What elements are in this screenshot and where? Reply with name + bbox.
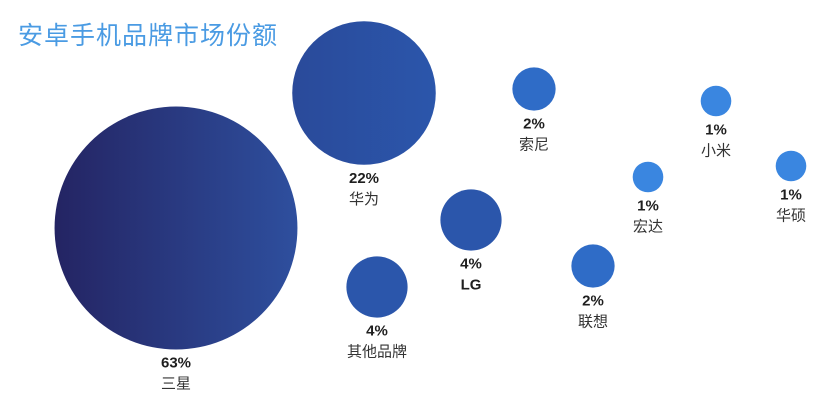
bubble-3 xyxy=(512,67,556,111)
bubble-category-label-2: 华为 xyxy=(349,190,379,208)
bubble-category-label-1: 三星 xyxy=(161,374,191,392)
bubble-category-label-9: 其他品牌 xyxy=(347,343,407,361)
bubble-4 xyxy=(700,85,732,117)
bubble-value-label-1: 63% xyxy=(161,354,191,371)
bubble-category-label-4: 小米 xyxy=(701,141,731,159)
bubble-value-label-6: 1% xyxy=(780,186,802,203)
bubble-6 xyxy=(775,150,807,182)
bubble-category-label-7: LG xyxy=(461,277,482,294)
bubble-category-label-3: 索尼 xyxy=(519,136,549,154)
bubble-value-label-4: 1% xyxy=(705,121,727,138)
bubble-7 xyxy=(440,189,502,251)
bubble-value-label-9: 4% xyxy=(366,323,388,340)
bubble-category-label-5: 宏达 xyxy=(633,217,663,235)
chart-title: 安卓手机品牌市场份额 xyxy=(18,21,279,50)
bubble-category-label-8: 联想 xyxy=(578,313,608,331)
bubble-1 xyxy=(54,106,298,350)
bubble-value-label-8: 2% xyxy=(582,293,604,310)
bubble-value-label-7: 4% xyxy=(460,256,482,273)
bubble-value-label-2: 22% xyxy=(349,170,379,187)
bubble-value-label-3: 2% xyxy=(523,116,545,133)
bubble-9 xyxy=(346,256,408,318)
labels-layer: 63% 三星 22% 华为 2% 索尼 1% 小米 1% 宏达 1% 华硕 4% LG 2% 联想 4% 其他品牌 xyxy=(161,116,806,393)
bubble-2 xyxy=(292,21,436,165)
bubble-5 xyxy=(632,161,664,193)
bubble-category-label-6: 华硕 xyxy=(776,206,806,224)
bubble-value-label-5: 1% xyxy=(637,197,659,214)
bubbles-layer xyxy=(54,21,807,350)
bubble-8 xyxy=(571,244,615,288)
